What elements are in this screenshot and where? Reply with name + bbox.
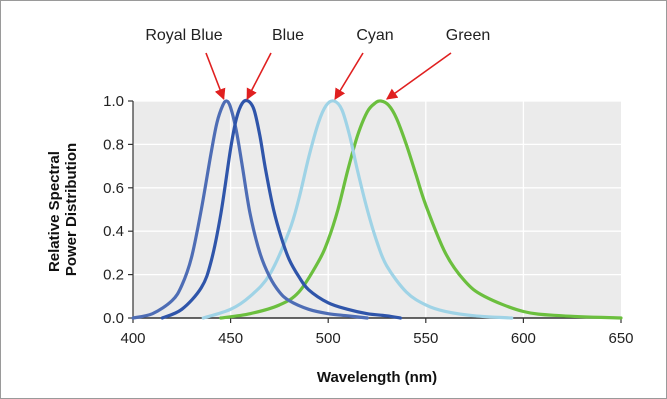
- x-tick-label: 450: [218, 330, 243, 347]
- plot-background: [133, 101, 621, 318]
- x-tick-label: 600: [511, 330, 536, 347]
- series-line-cyan: [201, 99, 514, 320]
- series-label-cyan: Cyan: [356, 27, 393, 44]
- series-line-royal-blue: [131, 99, 369, 320]
- series-label-green: Green: [446, 27, 490, 44]
- series-line-blue: [160, 98, 403, 320]
- x-tick-label: 550: [413, 330, 438, 347]
- arrow-royal-blue: [205, 52, 226, 101]
- series-label-blue: Blue: [272, 27, 304, 44]
- x-axis-title: Wavelength (nm): [317, 369, 437, 386]
- arrow-blue: [246, 52, 272, 100]
- series-line-green: [219, 99, 623, 320]
- y-axis-title-line-1: Relative Spectral: [46, 151, 63, 272]
- y-axis-title-line-2: Power Distribution: [63, 143, 80, 276]
- series-lines: [131, 98, 623, 320]
- y-tick-label: 1.0: [103, 93, 124, 110]
- y-tick-label: 0.0: [103, 310, 124, 327]
- y-axis-title: Relative Spectral Power Distribution: [46, 143, 80, 276]
- arrow-cyan: [334, 52, 364, 100]
- y-tick-label: 0.6: [103, 180, 124, 197]
- y-tick-label: 0.4: [103, 223, 124, 240]
- series-annotations: Royal Blue Blue Cyan Green: [145, 27, 490, 101]
- series-label-royal-blue: Royal Blue: [145, 27, 222, 44]
- y-tick-label: 0.8: [103, 136, 124, 153]
- y-tick-label: 0.2: [103, 267, 124, 284]
- x-tick-label: 400: [120, 330, 145, 347]
- arrow-green: [385, 52, 452, 100]
- x-tick-label: 500: [316, 330, 341, 347]
- axes: 400 450 500 550 600 650 0.0 0.2 0.4 0.6 0.8 1.0: [103, 93, 633, 347]
- x-tick-label: 650: [608, 330, 633, 347]
